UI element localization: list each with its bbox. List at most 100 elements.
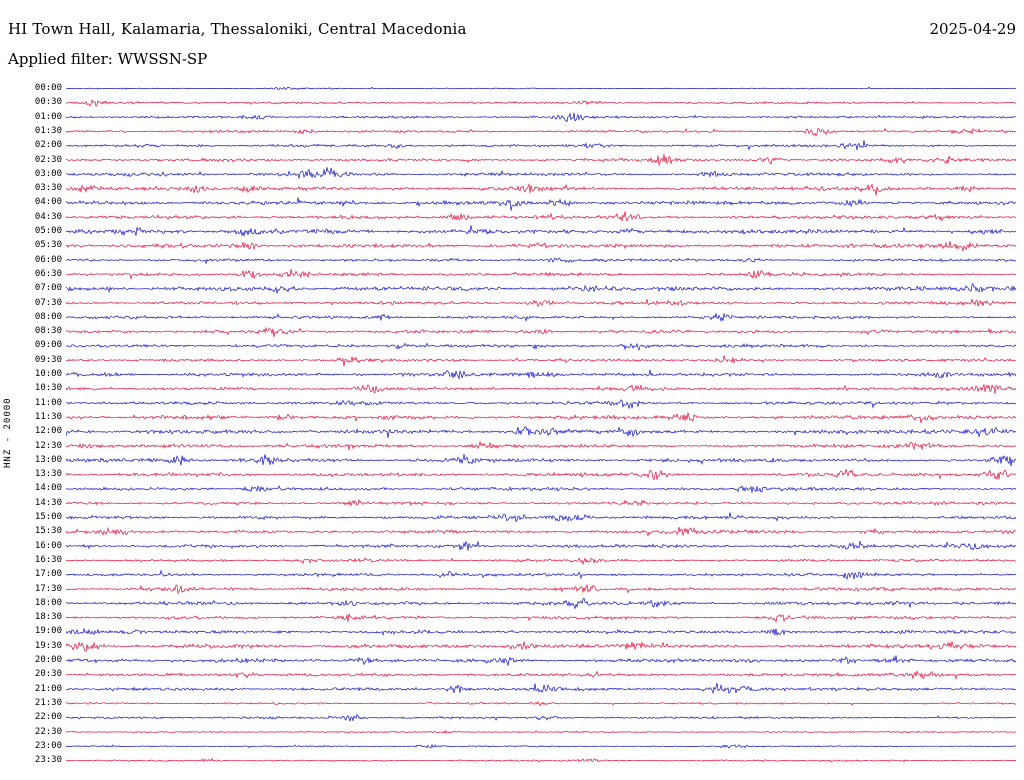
trace-time-label: 01:30 bbox=[34, 125, 62, 136]
seismic-trace bbox=[66, 154, 1017, 167]
trace-time-label: 21:00 bbox=[34, 683, 62, 694]
seismic-trace bbox=[66, 127, 1017, 137]
trace-time-label: 18:00 bbox=[34, 597, 62, 608]
station-title: HI Town Hall, Kalamaria, Thessaloniki, C… bbox=[8, 20, 467, 38]
trace-time-label: 13:30 bbox=[34, 469, 62, 480]
trace-time-label: 03:00 bbox=[34, 168, 62, 179]
trace-time-label: 05:00 bbox=[34, 226, 62, 236]
trace-time-label: 04:00 bbox=[34, 197, 62, 208]
trace-time-label: 22:30 bbox=[34, 726, 62, 737]
trace-time-label: 11:30 bbox=[34, 411, 62, 422]
seismic-trace bbox=[66, 182, 1017, 196]
trace-time-label: 13:00 bbox=[34, 454, 62, 465]
trace-time-label: 08:00 bbox=[34, 311, 62, 322]
applied-filter-label: Applied filter: WWSSN-SP bbox=[8, 50, 208, 68]
seismic-trace bbox=[66, 526, 1017, 537]
seismogram-trace-area bbox=[66, 86, 1017, 763]
seismic-trace bbox=[66, 469, 1017, 481]
trace-time-label: 12:00 bbox=[34, 426, 62, 437]
seismic-trace bbox=[66, 342, 1017, 351]
record-date: 2025-04-29 bbox=[929, 20, 1016, 38]
seismic-trace bbox=[66, 412, 1017, 423]
trace-time-label: 20:00 bbox=[34, 655, 62, 665]
trace-time-label: 18:30 bbox=[34, 612, 62, 623]
seismic-trace bbox=[66, 86, 1017, 91]
trace-time-label: 07:00 bbox=[34, 283, 62, 294]
seismic-trace bbox=[66, 312, 1017, 323]
seismic-trace bbox=[66, 713, 1017, 722]
seismic-trace bbox=[66, 540, 1017, 551]
trace-time-label: 17:00 bbox=[34, 569, 62, 580]
seismic-trace bbox=[66, 597, 1017, 610]
seismic-trace bbox=[66, 655, 1017, 667]
seismic-trace bbox=[66, 98, 1017, 108]
seismic-trace bbox=[66, 140, 1017, 151]
seismic-trace bbox=[66, 225, 1017, 237]
seismic-trace bbox=[66, 112, 1017, 123]
trace-time-label: 03:30 bbox=[34, 183, 62, 194]
seismic-trace bbox=[66, 440, 1017, 451]
trace-time-label: 16:30 bbox=[34, 554, 62, 565]
trace-time-label: 07:30 bbox=[34, 297, 62, 308]
seismic-trace bbox=[66, 298, 1016, 308]
trace-time-label: 05:30 bbox=[34, 240, 62, 251]
trace-time-label: 09:00 bbox=[34, 340, 62, 351]
trace-time-label: 04:30 bbox=[34, 211, 62, 222]
trace-time-label: 21:30 bbox=[34, 697, 62, 708]
seismic-trace bbox=[66, 399, 1017, 409]
seismic-trace bbox=[66, 641, 1017, 652]
trace-time-label: 08:30 bbox=[34, 326, 62, 337]
seismic-trace bbox=[66, 584, 1017, 595]
trace-time-label: 14:30 bbox=[34, 497, 62, 508]
seismic-trace bbox=[66, 512, 1017, 523]
seismic-trace bbox=[66, 484, 1017, 493]
trace-time-label: 06:30 bbox=[34, 268, 62, 279]
trace-time-label: 23:00 bbox=[34, 740, 62, 751]
seismic-trace bbox=[66, 670, 1017, 681]
trace-time-label: 06:00 bbox=[34, 254, 62, 265]
trace-time-label: 00:30 bbox=[34, 97, 62, 108]
seismic-trace bbox=[66, 211, 1017, 223]
seismic-trace bbox=[66, 269, 1016, 280]
seismic-trace bbox=[66, 729, 1017, 734]
seismic-trace bbox=[66, 701, 1017, 707]
trace-time-label: 01:00 bbox=[34, 111, 62, 122]
trace-time-label: 22:00 bbox=[34, 712, 62, 723]
trace-time-label: 12:30 bbox=[34, 440, 62, 451]
seismic-trace bbox=[66, 167, 1017, 179]
seismic-trace bbox=[66, 426, 1017, 438]
trace-time-label: 02:00 bbox=[34, 140, 62, 151]
seismic-trace bbox=[66, 627, 1017, 637]
seismic-trace bbox=[66, 283, 1017, 294]
trace-time-label: 23:30 bbox=[34, 755, 62, 766]
seismic-trace bbox=[66, 453, 1017, 467]
trace-time-label: 02:30 bbox=[34, 154, 62, 165]
trace-time-label: 15:00 bbox=[34, 512, 62, 522]
seismic-trace bbox=[66, 197, 1017, 211]
seismic-trace bbox=[66, 613, 1017, 623]
trace-time-label: 19:30 bbox=[34, 640, 62, 651]
trace-time-label: 14:00 bbox=[34, 483, 62, 494]
seismic-trace bbox=[66, 757, 1017, 763]
trace-time-label: 09:30 bbox=[34, 354, 62, 365]
seismic-trace bbox=[66, 498, 1017, 507]
seismic-trace bbox=[66, 355, 1017, 367]
trace-time-label: 11:00 bbox=[34, 397, 62, 408]
seismic-trace bbox=[66, 326, 1017, 338]
trace-time-label: 15:30 bbox=[34, 526, 62, 537]
seismic-trace bbox=[66, 557, 1017, 566]
trace-time-label: 10:00 bbox=[34, 369, 62, 379]
seismic-trace bbox=[66, 569, 1017, 581]
trace-time-label: 20:30 bbox=[34, 669, 62, 680]
seismic-trace bbox=[66, 257, 1017, 265]
trace-time-label: 17:30 bbox=[34, 583, 62, 594]
seismic-trace bbox=[66, 743, 1017, 749]
trace-time-label: 10:30 bbox=[34, 383, 62, 394]
seismic-trace bbox=[66, 241, 1017, 252]
trace-time-label: 19:00 bbox=[34, 626, 62, 637]
trace-time-label: 00:00 bbox=[34, 83, 62, 93]
trace-time-label: 16:00 bbox=[34, 540, 62, 551]
seismic-trace bbox=[66, 682, 1017, 695]
seismic-trace bbox=[66, 369, 1017, 380]
seismic-trace bbox=[66, 383, 1017, 394]
